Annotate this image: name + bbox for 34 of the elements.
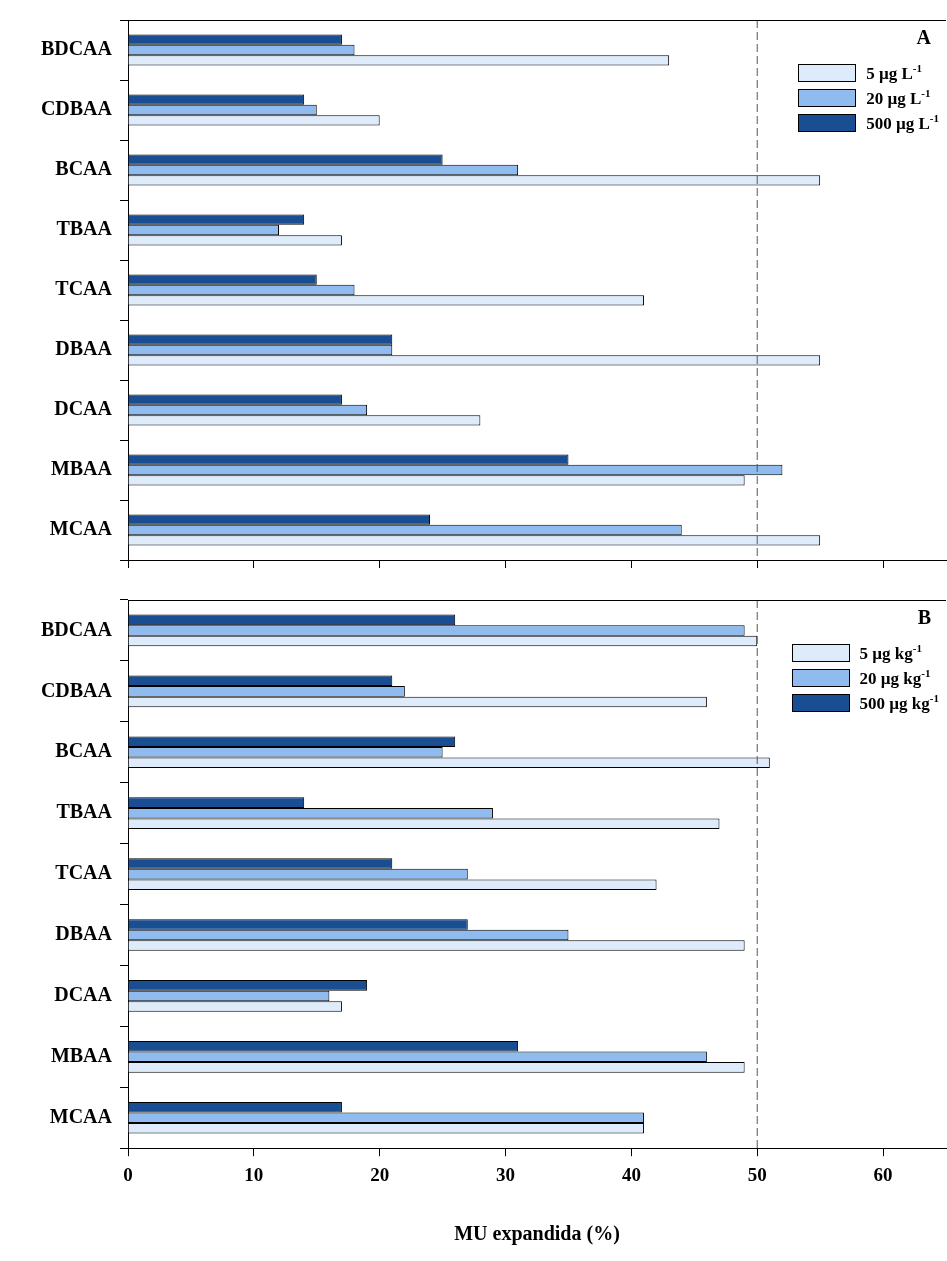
- y-tick-label: TCAA: [55, 277, 113, 300]
- y-tick-label: DCAA: [54, 397, 113, 420]
- x-tick-label: 30: [496, 1163, 516, 1185]
- legend-label: 5 µg L$^{-1}$: [866, 61, 922, 84]
- annotation: A: [916, 26, 931, 49]
- x-tick-label: 40: [621, 1163, 641, 1185]
- y-tick-label: TCAA: [55, 861, 113, 884]
- y-tick-label: MCAA: [49, 1104, 113, 1127]
- x-axis-title: MU expandida (%): [454, 1222, 620, 1246]
- legend-label: 500 µg kg$^{-1}$: [859, 691, 939, 714]
- y-tick-label: MBAA: [50, 1044, 113, 1067]
- y-tick-label: DBAA: [55, 922, 113, 945]
- y-tick-label: DBAA: [55, 337, 113, 360]
- y-tick-label: CDBAA: [40, 97, 113, 120]
- y-tick-label: BDCAA: [40, 37, 113, 60]
- annotation: B: [917, 606, 931, 629]
- y-tick-label: DCAA: [54, 983, 113, 1006]
- legend-label: 20 µg kg$^{-1}$: [859, 666, 931, 689]
- legend-label: 5 µg kg$^{-1}$: [859, 641, 922, 664]
- x-tick-label: 60: [873, 1163, 893, 1185]
- x-tick-label: 10: [244, 1163, 264, 1185]
- legend-label: 20 µg L$^{-1}$: [866, 86, 931, 109]
- x-tick-label: 0: [123, 1163, 133, 1185]
- x-tick-label: 50: [747, 1163, 767, 1185]
- y-tick-label: BCAA: [55, 157, 113, 180]
- y-tick-label: BCAA: [55, 739, 113, 762]
- y-tick-label: CDBAA: [40, 678, 113, 701]
- y-tick-label: TBAA: [56, 800, 113, 823]
- y-tick-label: TBAA: [56, 217, 113, 240]
- y-tick-label: MBAA: [50, 457, 113, 480]
- x-tick-label: 20: [370, 1163, 390, 1185]
- y-tick-label: MCAA: [49, 517, 113, 540]
- legend-label: 500 µg L$^{-1}$: [866, 111, 939, 134]
- y-tick-label: BDCAA: [40, 617, 113, 640]
